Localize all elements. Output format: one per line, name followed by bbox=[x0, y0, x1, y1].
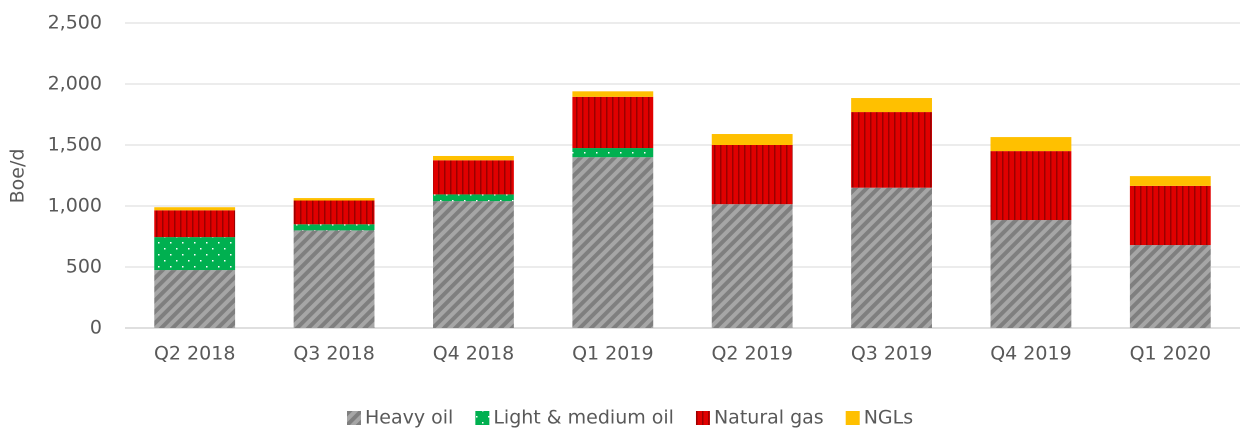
x-tick-label: Q4 2019 bbox=[990, 343, 1071, 365]
y-axis-label: Boe/d bbox=[7, 149, 29, 204]
bar-segment bbox=[851, 112, 932, 188]
bar-segment bbox=[990, 137, 1072, 152]
bar-segment bbox=[433, 194, 514, 202]
x-tick-label: Q3 2018 bbox=[293, 343, 374, 365]
legend-swatch bbox=[695, 411, 710, 425]
bar-segment bbox=[293, 230, 375, 328]
bar-segment bbox=[154, 237, 236, 271]
legend-swatch bbox=[475, 411, 490, 425]
x-tick-label: Q4 2018 bbox=[433, 343, 514, 365]
legend-label: NGLs bbox=[864, 407, 913, 429]
legend-label: Natural gas bbox=[714, 407, 824, 429]
bar-segment bbox=[572, 157, 654, 328]
bar-segment bbox=[572, 91, 654, 97]
bar-segment bbox=[711, 145, 793, 205]
bar-segment bbox=[293, 198, 375, 201]
bar-segment bbox=[433, 201, 514, 328]
bar-segment bbox=[990, 220, 1072, 328]
bar-segment bbox=[851, 98, 932, 113]
y-tick-label: 1,500 bbox=[48, 134, 102, 156]
legend-label: Light & medium oil bbox=[493, 407, 674, 429]
y-tick-label: 0 bbox=[90, 317, 102, 339]
bar-segment bbox=[1129, 185, 1211, 246]
bar-segment bbox=[711, 134, 793, 145]
bar-segment bbox=[1129, 176, 1211, 186]
bar-segment bbox=[433, 160, 514, 195]
x-tick-label: Q2 2019 bbox=[711, 343, 792, 365]
bar-segment bbox=[433, 155, 514, 161]
bar-segment bbox=[154, 270, 236, 328]
bar-segment bbox=[572, 148, 654, 158]
bar-segment bbox=[1129, 245, 1211, 328]
bar-segment bbox=[572, 96, 654, 149]
x-tick-label: Q1 2020 bbox=[1130, 343, 1211, 365]
legend-label: Heavy oil bbox=[365, 407, 453, 429]
bar-segment bbox=[154, 210, 236, 238]
bar-segment bbox=[990, 151, 1072, 221]
x-tick-label: Q2 2018 bbox=[154, 343, 235, 365]
bar-segment bbox=[711, 204, 793, 328]
y-tick-label: 2,500 bbox=[48, 12, 102, 34]
legend-swatch bbox=[845, 411, 860, 425]
y-tick-label: 2,000 bbox=[48, 73, 102, 95]
bar-segment bbox=[851, 187, 932, 328]
y-tick-label: 1,000 bbox=[48, 195, 102, 217]
x-tick-label: Q1 2019 bbox=[572, 343, 653, 365]
bar-segment bbox=[293, 200, 375, 225]
y-tick-label: 500 bbox=[66, 256, 102, 278]
bar-segment bbox=[293, 224, 375, 231]
bar-segment bbox=[154, 207, 236, 211]
x-tick-label: Q3 2019 bbox=[851, 343, 932, 365]
legend-swatch bbox=[347, 411, 361, 425]
